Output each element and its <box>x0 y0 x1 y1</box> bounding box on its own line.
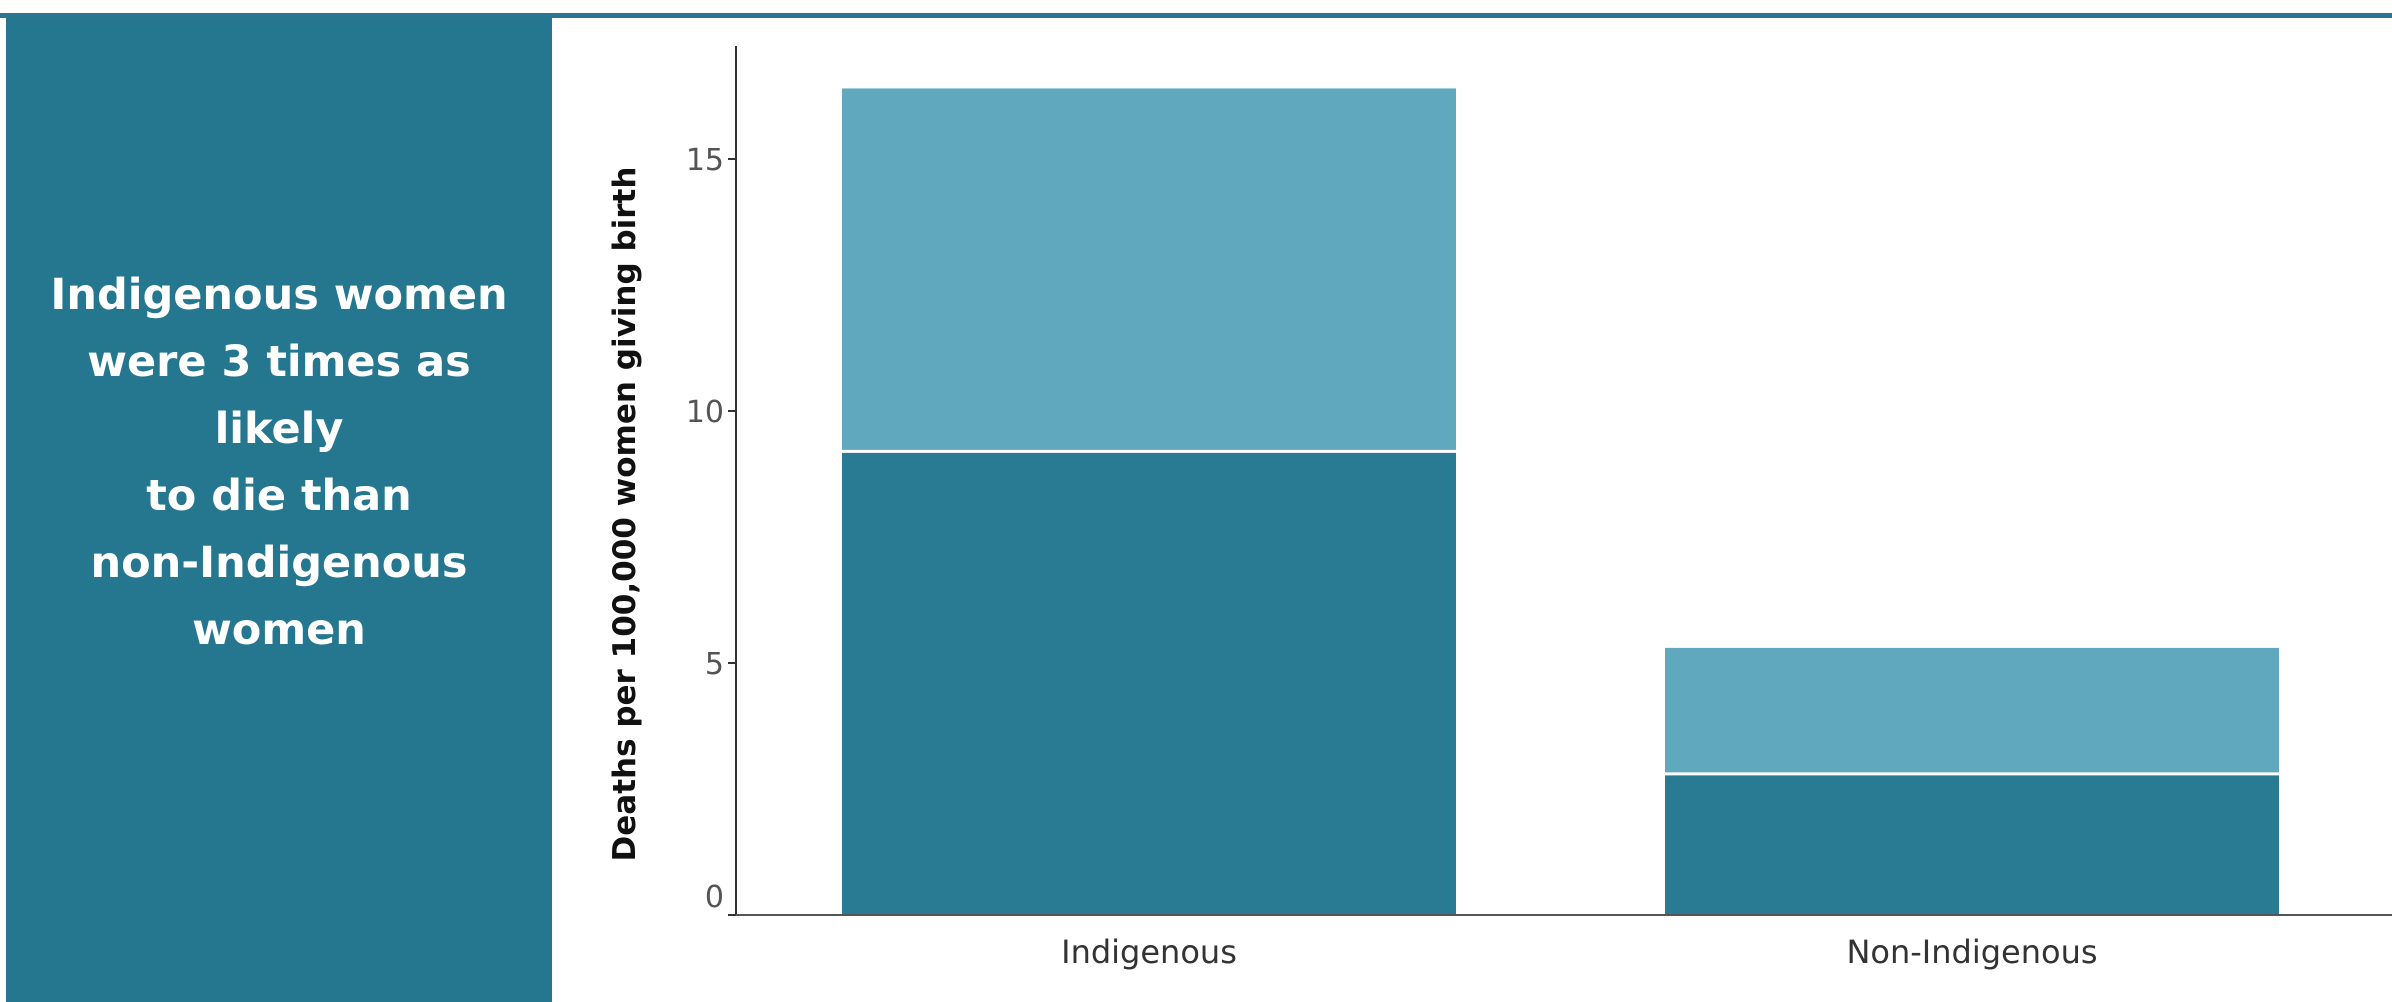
top-rule <box>0 13 2392 18</box>
summary-line-5: women <box>192 605 366 655</box>
chart-area: 0 5 10 15 Indigenous Non-Indigenous Deaths pe… <box>552 18 2392 1002</box>
bar-indigenous-segment-2 <box>842 88 1456 452</box>
summary-line-1: Indigenous women <box>50 270 508 320</box>
y-tick-label-10: 10 <box>686 395 724 430</box>
bar-non-indigenous-segment-2 <box>1665 647 2279 774</box>
summary-line-3: to die than <box>146 471 412 521</box>
summary-text: Indigenous women were 3 times as likely … <box>29 262 529 664</box>
y-axis-title: Deaths per 100,000 women giving birth <box>607 166 643 862</box>
x-tick-label-indigenous: Indigenous <box>1061 933 1237 971</box>
summary-line-2: were 3 times as likely <box>87 337 471 454</box>
stacked-bar-chart: 0 5 10 15 Indigenous Non-Indigenous <box>686 46 2392 971</box>
y-tick-label-15: 15 <box>686 143 724 178</box>
x-tick-label-non-indigenous: Non-Indigenous <box>1846 933 2097 971</box>
summary-line-4: non-Indigenous <box>90 538 468 588</box>
y-tick-label-0: 0 <box>705 880 724 915</box>
bar-indigenous-segment-1 <box>842 451 1456 915</box>
summary-panel: Indigenous women were 3 times as likely … <box>6 18 552 1002</box>
y-tick-label-5: 5 <box>705 647 724 682</box>
bar-non-indigenous-segment-1 <box>1665 773 2279 915</box>
